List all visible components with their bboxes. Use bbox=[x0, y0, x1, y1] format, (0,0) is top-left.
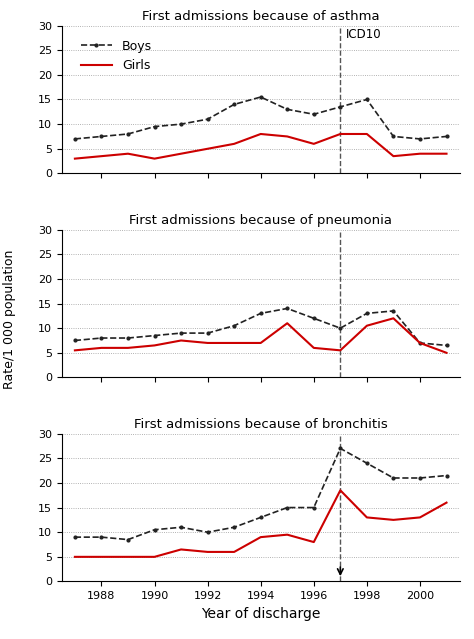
Title: First admissions because of asthma: First admissions because of asthma bbox=[142, 10, 380, 23]
Title: First admissions because of bronchitis: First admissions because of bronchitis bbox=[134, 418, 388, 431]
Title: First admissions because of pneumonia: First admissions because of pneumonia bbox=[129, 214, 392, 227]
Text: Rate/1 000 population: Rate/1 000 population bbox=[3, 250, 16, 389]
Legend: Boys, Girls: Boys, Girls bbox=[76, 35, 157, 77]
X-axis label: Year of discharge: Year of discharge bbox=[201, 607, 320, 620]
Text: ICD10: ICD10 bbox=[346, 28, 381, 41]
